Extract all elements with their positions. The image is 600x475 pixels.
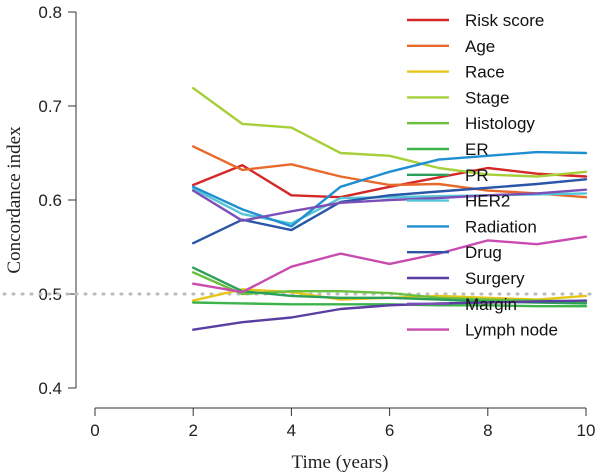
y-axis-title: Concordance index xyxy=(4,126,25,274)
y-tick-label: 0.8 xyxy=(38,3,62,22)
legend-label-drug: Drug xyxy=(465,243,502,262)
series-line-margin xyxy=(191,188,588,222)
legend-label-stage: Stage xyxy=(465,88,509,107)
series-line-radiation xyxy=(191,150,588,228)
ticks: 0.40.50.60.70.80 2 4 6 8 10 xyxy=(38,3,595,440)
legend-label-er: ER xyxy=(465,140,489,159)
legend-label-histology: Histology xyxy=(465,114,535,133)
x-tick-label: 10 xyxy=(577,421,596,440)
legend-label-pr: PR xyxy=(465,166,489,185)
legend-label-surgery: Surgery xyxy=(465,269,525,288)
series-line-stage xyxy=(191,86,588,178)
legend-label-risk-score: Risk score xyxy=(465,11,544,30)
legend-label-radiation: Radiation xyxy=(465,217,537,236)
x-tick-label: 8 xyxy=(483,421,492,440)
x-tick-label: 4 xyxy=(287,421,296,440)
x-axis-title: Time (years) xyxy=(292,452,389,473)
series-line-lymph-node xyxy=(191,235,588,294)
legend-label-age: Age xyxy=(465,37,495,56)
series-line-drug xyxy=(191,178,588,245)
legend: Risk score Age Race Stage Histology ER PR HER2 R… xyxy=(407,11,558,340)
legend-label-margin: Margin xyxy=(465,295,517,314)
legend-label-race: Race xyxy=(465,63,505,82)
series-line-risk-score xyxy=(191,163,588,199)
x-tick-label: 0 xyxy=(90,421,99,440)
x-tick-label: 2 xyxy=(188,421,197,440)
series-line-age xyxy=(191,145,588,199)
y-tick-label: 0.7 xyxy=(38,97,62,116)
y-tick-label: 0.4 xyxy=(38,379,62,398)
y-tick-label: 0.6 xyxy=(38,191,62,210)
legend-label-her2: HER2 xyxy=(465,192,510,211)
series-lines xyxy=(191,86,588,331)
legend-label-lymph-node: Lymph node xyxy=(465,321,558,340)
series-line-surgery xyxy=(191,299,588,331)
x-tick-label: 6 xyxy=(385,421,394,440)
